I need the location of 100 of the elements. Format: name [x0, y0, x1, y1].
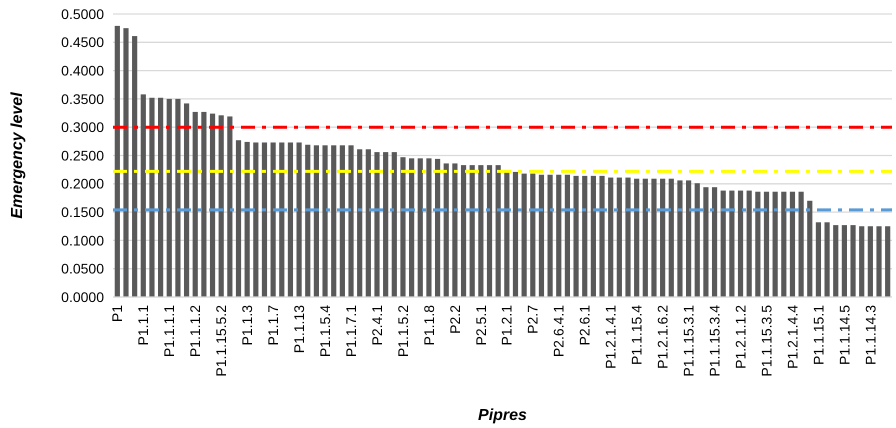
bar [790, 192, 796, 297]
x-tick-label: P1.1.1.1 [161, 304, 178, 358]
x-tick-label: P2.4.1 [368, 304, 385, 346]
y-tick-label: 0.0000 [61, 288, 104, 305]
x-tick-label: P1.1.8 [420, 304, 437, 346]
bar [470, 165, 475, 297]
bar [218, 115, 224, 297]
bar [548, 174, 553, 297]
x-tick-label: P1.1.7 [265, 304, 282, 346]
bar [400, 157, 406, 297]
bar [859, 226, 864, 297]
bar [123, 28, 129, 297]
bar [158, 98, 164, 297]
bar [184, 103, 190, 297]
bar [842, 225, 847, 297]
bar [599, 176, 605, 297]
x-tick-label: P2.2 [446, 304, 463, 334]
bar [140, 94, 146, 297]
x-tick-label: P1.1.15.1 [810, 304, 826, 365]
x-tick-label: P1.1.14.3 [862, 304, 878, 365]
bar [807, 200, 812, 297]
bar [227, 116, 232, 297]
bar [668, 178, 674, 297]
y-tick-label: 0.3500 [61, 90, 104, 107]
bar [530, 174, 536, 297]
x-tick-label: P1 [109, 304, 126, 322]
bar [538, 174, 544, 297]
bar [816, 222, 822, 297]
bar [712, 187, 718, 297]
bar [279, 142, 284, 297]
bar [885, 226, 890, 297]
bar [634, 178, 640, 297]
y-tick-label: 0.4500 [61, 34, 104, 50]
bar [478, 165, 484, 297]
x-tick-label: P1.1.15.3.1 [680, 304, 696, 377]
bar [452, 163, 458, 297]
bar [236, 140, 242, 297]
bar [270, 142, 276, 297]
bar [305, 144, 310, 297]
bar [262, 142, 268, 297]
bar [590, 176, 596, 297]
y-tick-label: 0.2500 [61, 147, 104, 164]
x-tick-label: P1.2.1 [498, 304, 515, 346]
x-axis-title: Pipres [478, 407, 528, 424]
bar [625, 178, 631, 297]
bar [496, 165, 501, 297]
bar [132, 36, 138, 297]
bar [833, 225, 838, 297]
bar [366, 149, 371, 297]
bar [486, 165, 492, 297]
bar [582, 176, 588, 297]
bar [296, 142, 302, 297]
bar [876, 226, 882, 297]
bar [434, 158, 440, 297]
bar [556, 174, 562, 297]
y-axis-title: Emergency level [9, 92, 26, 219]
bar [824, 222, 830, 297]
bar [720, 190, 726, 297]
bar [418, 158, 423, 297]
y-tick-label: 0.0500 [61, 260, 104, 277]
bar [798, 192, 804, 297]
bar [642, 178, 648, 297]
bar [738, 190, 744, 297]
y-tick-label: 0.4000 [61, 62, 104, 78]
bar [564, 174, 570, 297]
bar [772, 192, 778, 297]
bar [392, 152, 397, 297]
bar [522, 174, 527, 297]
x-tick-label: P1.2.1.6.2 [654, 304, 671, 369]
x-tick-label: P1.1.15.5.2 [213, 304, 230, 377]
bar [244, 142, 250, 297]
x-tick-label: P1.2.1.4.1 [602, 304, 619, 369]
bar [608, 178, 614, 297]
bar [253, 142, 258, 297]
x-tick-label: P1.1.15.4 [628, 304, 645, 365]
x-tick-label: P1.1.14.5 [836, 304, 852, 365]
bar [755, 192, 760, 297]
bar [850, 225, 856, 297]
bar [210, 114, 216, 297]
x-tick-label: P2.5.1 [472, 304, 489, 346]
y-tick-label: 0.3000 [61, 119, 104, 136]
bar [686, 180, 692, 297]
bar [166, 98, 172, 297]
bar [192, 112, 198, 297]
bar [149, 98, 155, 297]
bar [781, 192, 786, 297]
bar [764, 192, 770, 297]
bar [616, 178, 622, 297]
x-tick-label: P1.1.5.4 [316, 304, 333, 358]
y-tick-label: 0.1000 [61, 232, 104, 248]
bar [348, 145, 354, 297]
x-tick-label: P2.7 [524, 304, 541, 334]
bar [746, 190, 752, 297]
bar [694, 183, 700, 297]
bar [868, 226, 873, 297]
x-tick-label: P1.1.3 [239, 304, 256, 346]
bar [512, 172, 518, 297]
y-tick-label: 0.5000 [61, 6, 104, 22]
x-tick-label: P2.6.4.1 [550, 304, 567, 358]
x-tick-label: P1.1.15.3.4 [706, 304, 722, 377]
